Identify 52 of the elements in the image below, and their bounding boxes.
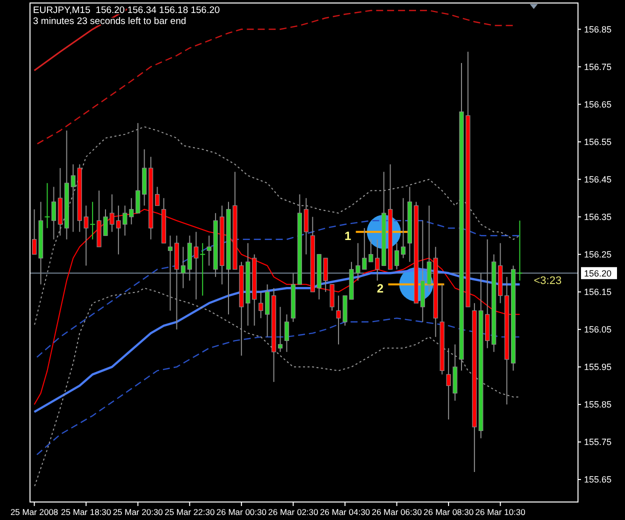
line-series: [34, 220, 520, 360]
candlestick: [278, 306, 283, 352]
candlestick: [154, 186, 160, 206]
candlestick: [194, 231, 198, 300]
candlestick: [70, 164, 76, 232]
candlestick: [304, 198, 308, 255]
annotation: 1: [344, 229, 352, 244]
candlestick: [90, 201, 96, 240]
candlestick: [32, 208, 37, 255]
x-tick-label: 25 Mar 20:30: [112, 507, 164, 517]
annotation: 2: [376, 282, 384, 296]
x-tick-label: 25 Mar 18:30: [61, 507, 112, 517]
y-tick-label: 155.65: [584, 474, 612, 485]
y-tick-label: 156.85: [584, 24, 612, 34]
y-tick-label: 156.25: [584, 250, 612, 260]
candlestick: [368, 238, 374, 262]
candlestick: [400, 198, 406, 259]
candlestick: [168, 235, 173, 312]
candlestick: [258, 291, 264, 319]
y-tick-label: 156.75: [584, 62, 612, 72]
candlestick: [284, 314, 290, 352]
x-tick-label: 26 Mar 08:30: [424, 507, 474, 517]
y-tick-label: 156.35: [584, 212, 612, 222]
annotation: <3:23: [534, 274, 562, 287]
y-tick-label: 155.85: [584, 400, 612, 410]
candlestick: [426, 205, 432, 292]
y-tick-label: 156.45: [584, 174, 612, 184]
y-tick-label: 156.55: [584, 136, 612, 147]
candlestick: [265, 284, 270, 338]
chart-title: EURJPY,M15 156.20 156.34 156.18 156.20: [33, 5, 220, 16]
line-series: [34, 318, 520, 458]
y-tick-label: 156.15: [584, 287, 612, 298]
y-tick-label: 156.05: [584, 324, 612, 335]
line-series: [34, 126, 520, 326]
x-tick-label: 26 Mar 02:30: [268, 507, 319, 517]
x-tick-label: 26 Mar 00:30: [216, 507, 267, 517]
candlestick: [136, 122, 140, 214]
candlestick: [200, 242, 206, 296]
x-tick-label: 25 Mar 22:30: [164, 507, 215, 517]
candlestick: [330, 284, 334, 312]
x-tick-label: 26 Mar 10:30: [475, 507, 526, 517]
y-tick-label: 156.65: [584, 99, 612, 110]
line-series: [33, 268, 521, 414]
x-tick-label: 25 Mar 2008: [10, 507, 58, 517]
ref-line-label: 156.20: [584, 268, 612, 278]
candlestick: [375, 238, 380, 282]
candlestick: [180, 246, 186, 289]
x-tick-label: 26 Mar 04:30: [320, 507, 370, 517]
y-tick-label: 155.95: [584, 362, 612, 372]
y-tick-label: 155.75: [584, 437, 612, 448]
x-tick-label: 26 Mar 06:30: [372, 507, 422, 517]
candlestick: [394, 242, 400, 270]
